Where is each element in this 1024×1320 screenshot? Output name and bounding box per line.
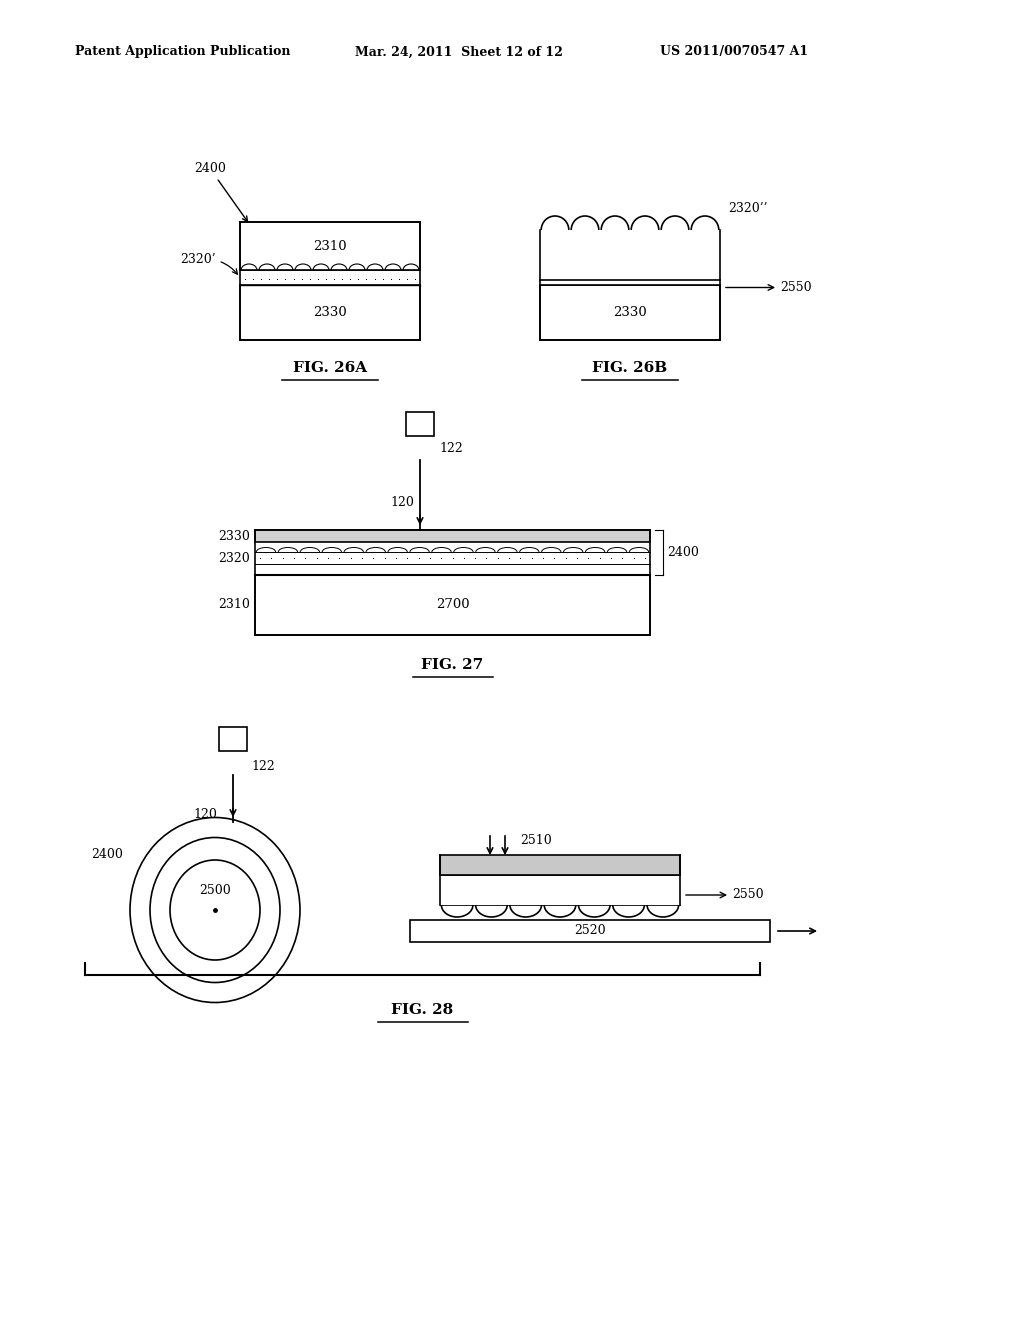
Text: US 2011/0070547 A1: US 2011/0070547 A1 — [660, 45, 808, 58]
Polygon shape — [255, 531, 650, 543]
Polygon shape — [440, 855, 680, 875]
Polygon shape — [540, 285, 720, 341]
Text: 2700: 2700 — [435, 598, 469, 611]
Text: 2500: 2500 — [199, 883, 230, 896]
Text: 2330: 2330 — [613, 306, 647, 319]
Text: 2520: 2520 — [574, 924, 606, 937]
Text: 122: 122 — [439, 441, 463, 454]
Text: FIG. 26A: FIG. 26A — [293, 360, 367, 375]
Text: 2320: 2320 — [218, 552, 250, 565]
Text: 2320’: 2320’ — [180, 253, 238, 275]
Text: 2330: 2330 — [313, 306, 347, 319]
Text: 2400: 2400 — [667, 546, 698, 558]
Text: 2550: 2550 — [780, 281, 812, 294]
Polygon shape — [410, 920, 770, 942]
Text: Mar. 24, 2011  Sheet 12 of 12: Mar. 24, 2011 Sheet 12 of 12 — [355, 45, 563, 58]
Text: FIG. 28: FIG. 28 — [391, 1003, 454, 1016]
Text: 2310: 2310 — [218, 598, 250, 611]
Text: 122: 122 — [251, 759, 274, 772]
Polygon shape — [240, 285, 420, 341]
Text: 120: 120 — [193, 808, 217, 821]
Text: Patent Application Publication: Patent Application Publication — [75, 45, 291, 58]
Text: 2330: 2330 — [218, 529, 250, 543]
Text: FIG. 27: FIG. 27 — [421, 657, 483, 672]
Polygon shape — [240, 222, 420, 271]
Polygon shape — [255, 576, 650, 635]
Text: FIG. 26B: FIG. 26B — [592, 360, 668, 375]
Text: 2550: 2550 — [732, 888, 764, 902]
Text: 2320’’: 2320’’ — [728, 202, 768, 214]
Text: 2310: 2310 — [313, 239, 347, 252]
Text: 120: 120 — [390, 495, 414, 508]
Bar — [219, 727, 247, 751]
Bar — [406, 412, 434, 436]
Text: 2510: 2510 — [520, 833, 552, 846]
Text: 2400: 2400 — [195, 162, 248, 222]
Text: 2400: 2400 — [91, 849, 123, 862]
